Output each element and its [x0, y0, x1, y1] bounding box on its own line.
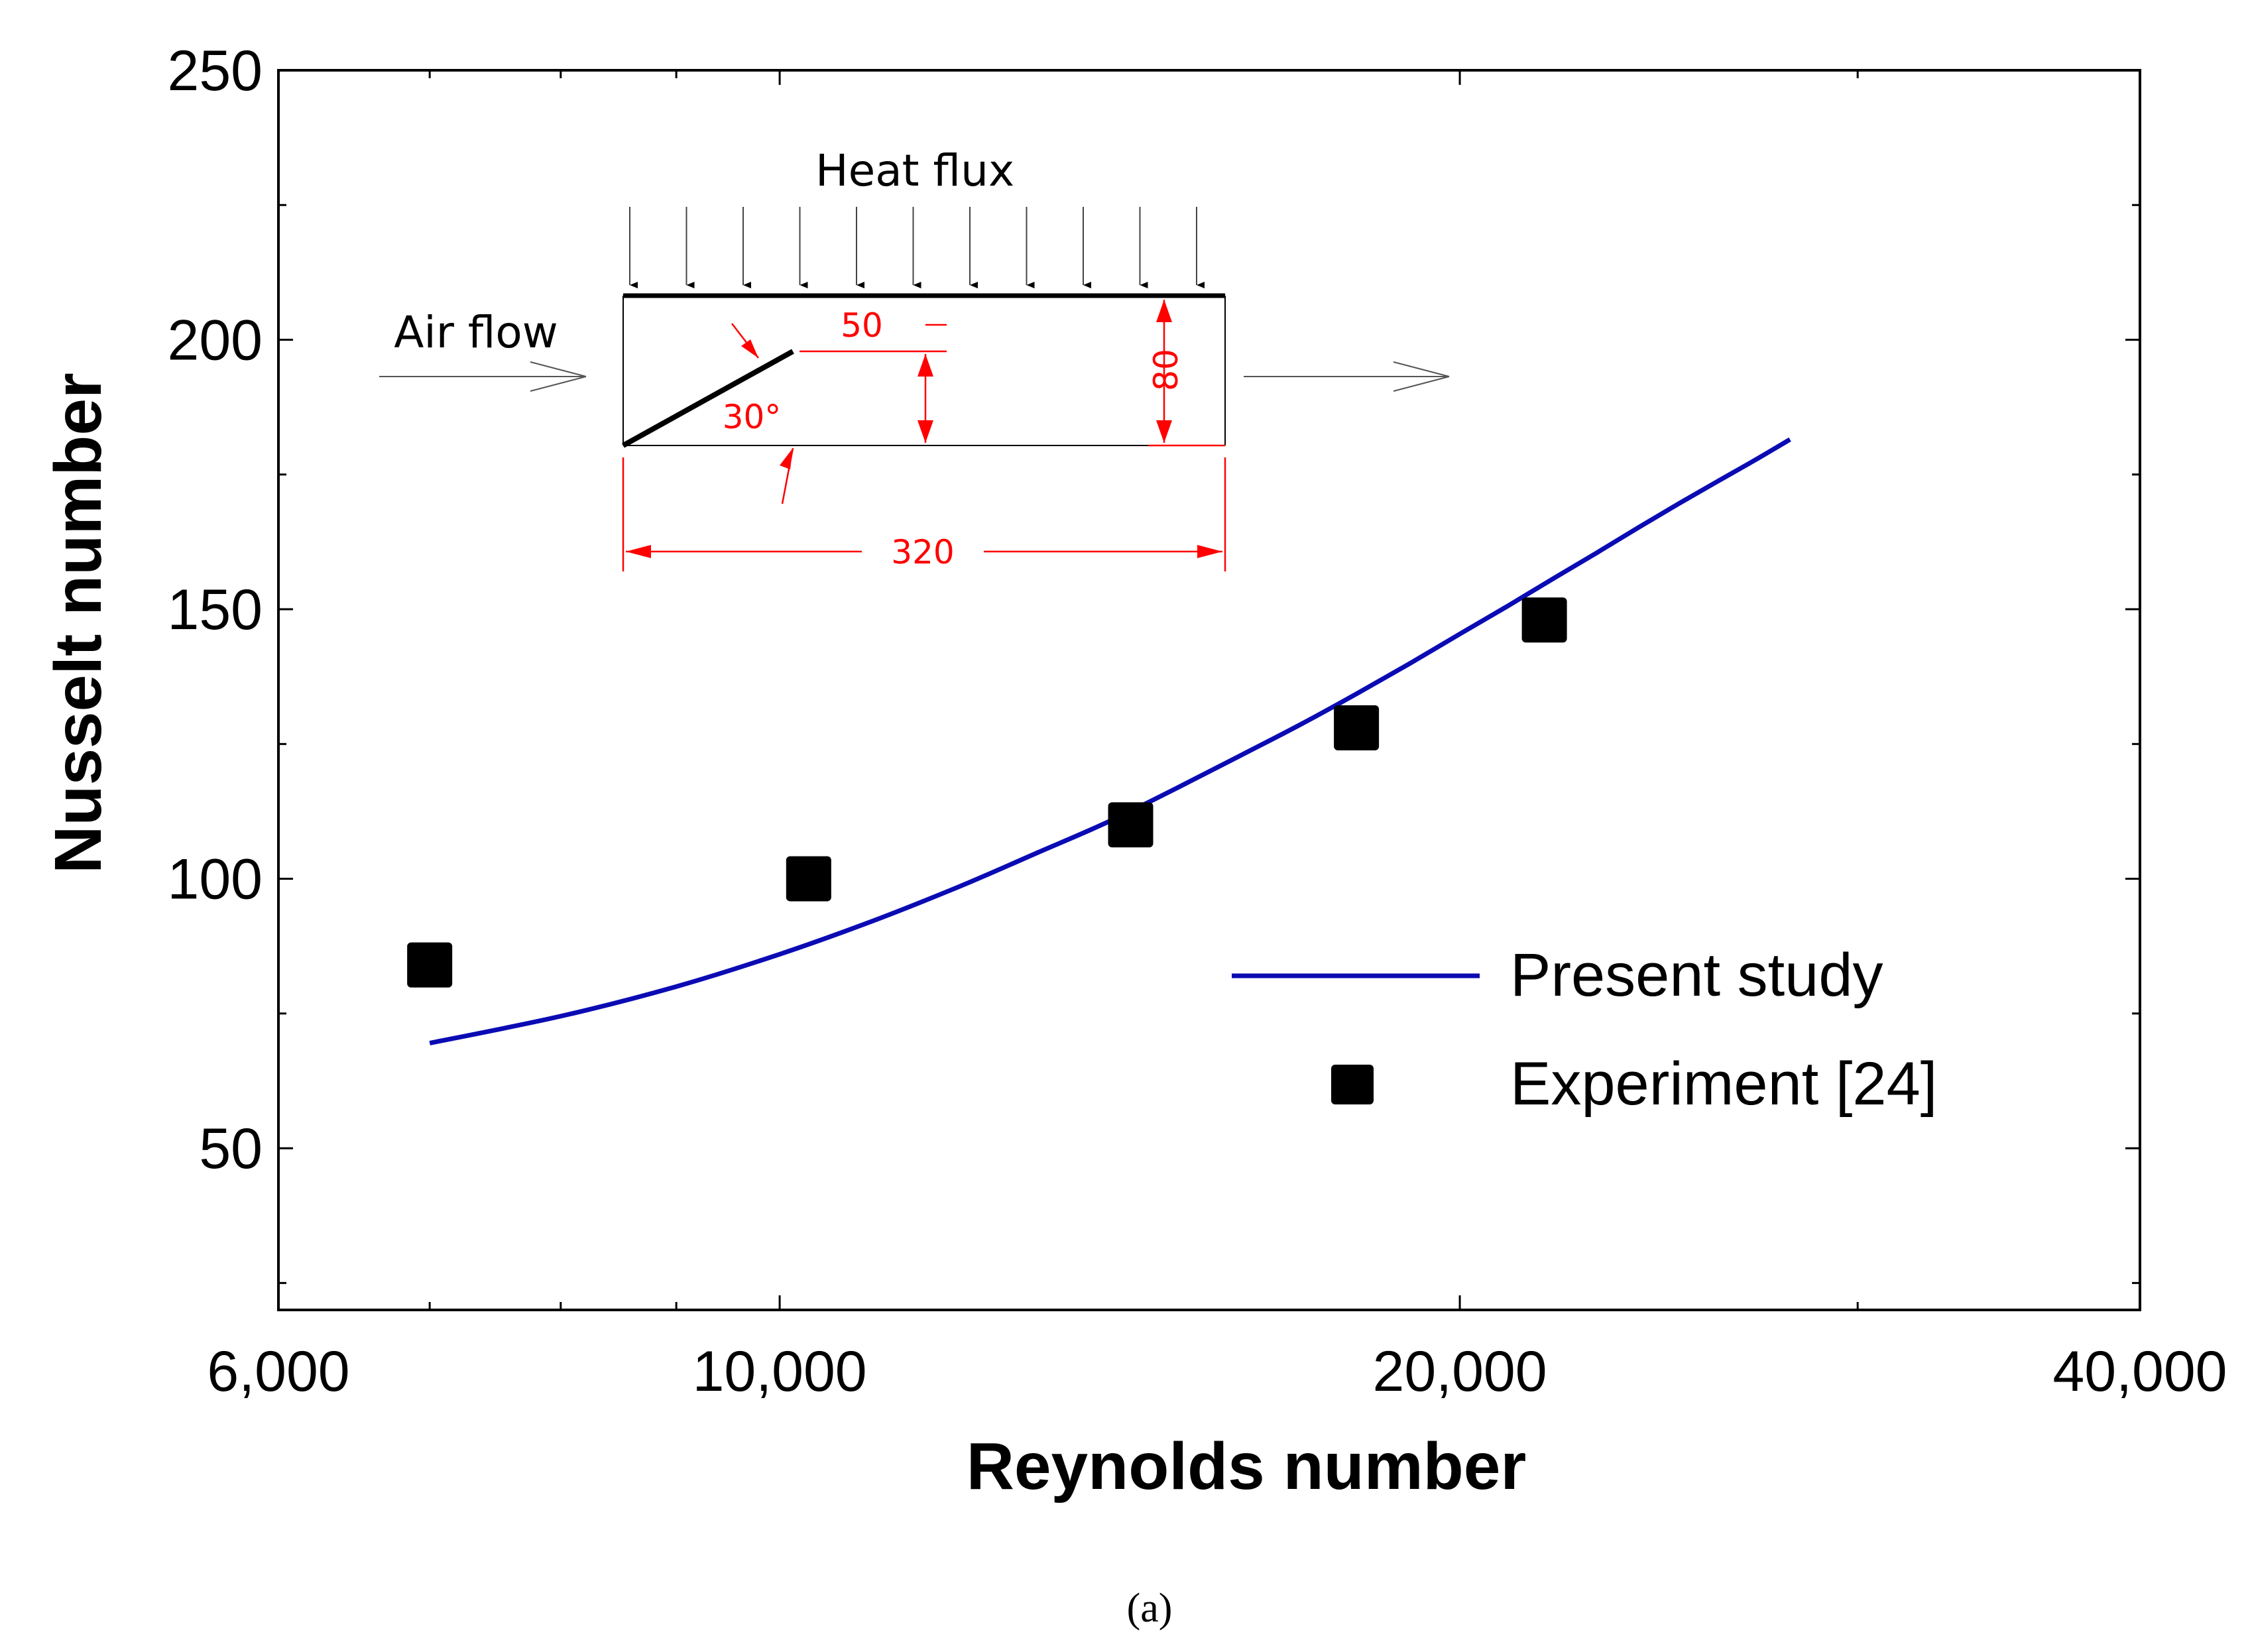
- y-tick-label: 100: [168, 848, 263, 912]
- y-tick-label: 150: [168, 578, 263, 642]
- x-tick-label: 10,000: [693, 1340, 867, 1403]
- legend-label-experiment: Experiment [24]: [1510, 1050, 1937, 1118]
- x-tick-label: 6,000: [207, 1340, 349, 1403]
- outlet-arrow-icon: [1244, 361, 1450, 392]
- series-line-present-study: [429, 437, 1791, 1045]
- inclined-baffle: [622, 349, 794, 448]
- x-axis-title: Reynolds number: [967, 1429, 1527, 1504]
- experiment-marker: [407, 942, 453, 988]
- air-flow-label: Air flow: [394, 307, 558, 358]
- axes: [277, 69, 2141, 1311]
- x-tick-label: 40,000: [2052, 1340, 2227, 1403]
- experiment-marker: [1108, 802, 1154, 848]
- legend: Present study Experiment [24]: [1232, 941, 1937, 1118]
- y-tick-label: 250: [168, 39, 263, 103]
- plot-frame: [277, 69, 2141, 1311]
- experiment-marker: [786, 856, 831, 902]
- dimension-lines: [622, 300, 1226, 571]
- ticks: [277, 69, 2141, 1310]
- heat-flux-label: Heat flux: [815, 145, 1014, 196]
- tick-labels: 6,000 10,000 20,000 40,000 50 100 150 200 250: [168, 39, 2227, 1403]
- legend-label-present-study: Present study: [1510, 941, 1883, 1009]
- y-tick-label: 200: [168, 309, 263, 373]
- y-tick-label: 50: [199, 1117, 263, 1181]
- experiment-markers: [407, 597, 1567, 988]
- dim-80-label: 80: [1147, 349, 1185, 391]
- legend-marker-swatch: [1331, 1065, 1374, 1104]
- dim-50-label: 50: [841, 306, 883, 345]
- angle-30-label: 30°: [723, 398, 782, 436]
- experiment-marker: [1334, 705, 1380, 750]
- heat-flux-arrows: [629, 207, 1205, 288]
- dim-320-label: 320: [891, 533, 954, 571]
- inlet-arrow-icon: [379, 361, 587, 392]
- y-axis-title: Nusselt number: [41, 373, 115, 874]
- x-tick-label: 20,000: [1373, 1340, 1547, 1403]
- figure-caption: (a): [1127, 1586, 1173, 1631]
- experiment-marker: [1521, 597, 1567, 643]
- inset-schematic: Heat flux Air flow: [379, 145, 1450, 571]
